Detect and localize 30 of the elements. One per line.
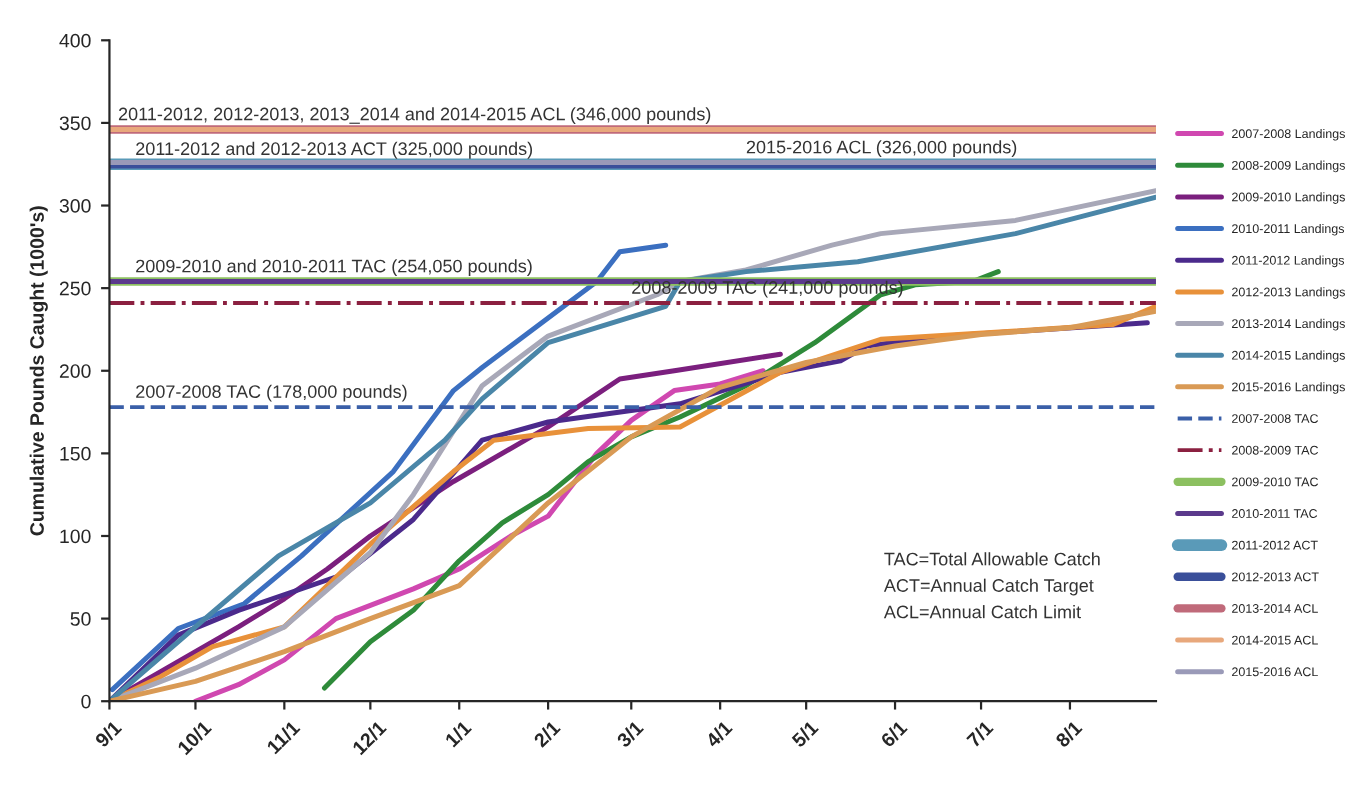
annotation: TAC=Total Allowable Catch [884,552,1100,566]
x-tick-label: 8/1 [1054,719,1083,749]
annotation: 2011-2012, 2012-2013, 2013_2014 and 2014-2015 ACL (346,000 pounds) [118,107,711,124]
y-axis-title: Cumulative Pounds Caught (1000's) [29,206,48,536]
annotation: ACL=Annual Catch Limit [883,605,1081,619]
x-tick-label: 1/1 [444,719,473,748]
annotation: 2009-2010 and 2010-2011 TAC (254,050 pounds) [136,259,532,276]
y-tick-label: 100 [60,529,91,544]
y-tick-label: 350 [59,116,91,131]
x-tick-label: 12/1 [351,719,388,756]
y-tick-label: 250 [59,281,91,296]
x-tick-label: 5/1 [790,719,820,749]
x-tick-label: 9/1 [93,719,123,749]
y-tick-label: 300 [59,199,91,213]
y-tick-label: 50 [70,612,91,626]
x-tick-label: 7/1 [965,719,995,749]
y-tick-label: 400 [59,33,91,48]
x-tick-label: 2/1 [532,719,562,749]
x-tick-label: 10/1 [176,719,213,756]
annotation: 2015-2016 ACL (326,000 pounds) [746,140,1017,158]
x-tick-label: 11/1 [265,719,301,755]
y-tick-label: 150 [60,446,91,461]
annotation: 2011-2012 and 2012-2013 ACT (325,000 pounds) [136,141,533,159]
x-tick-label: 6/1 [879,719,909,749]
y-tick-label: 0 [81,694,91,709]
x-tick-label: 4/1 [704,719,734,749]
y-tick-label: 200 [59,364,91,378]
x-tick-label: 3/1 [615,719,645,749]
annotation: ACT=Annual Catch Target [883,578,1094,596]
annotation: 2007-2008 TAC (178,000 pounds) [136,384,407,402]
